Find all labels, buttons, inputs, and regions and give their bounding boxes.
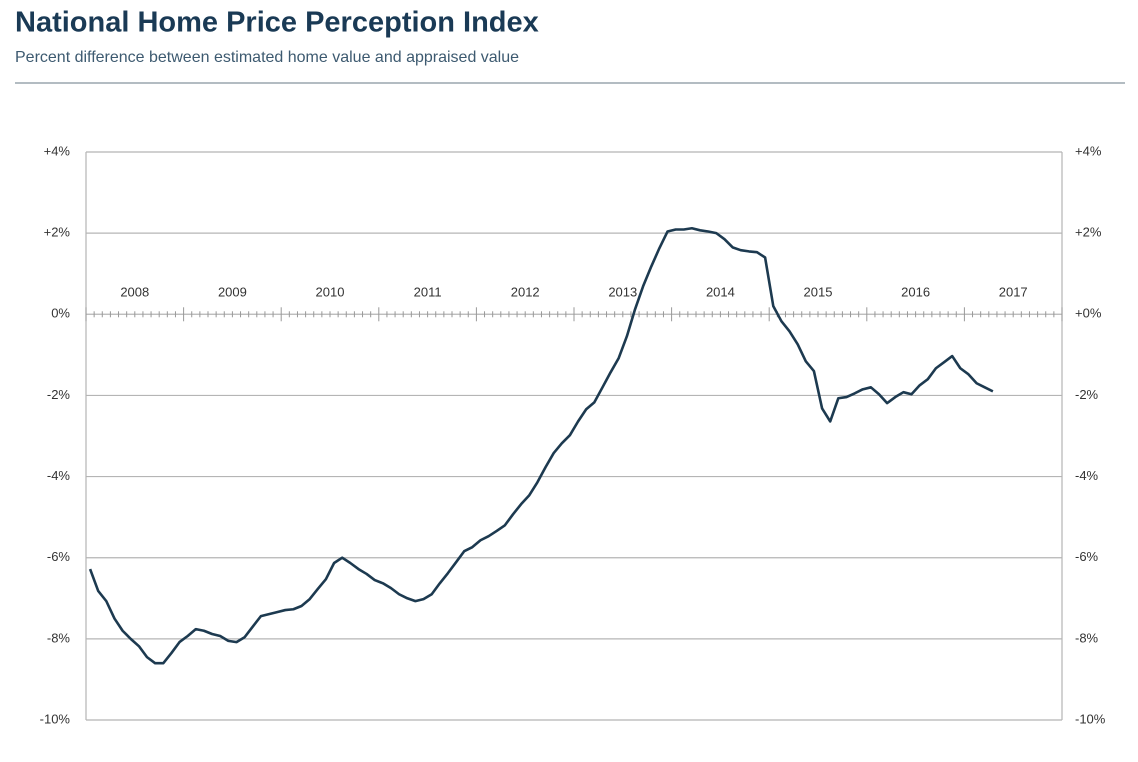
x-tick-label: 2008 xyxy=(120,284,149,299)
x-tick-label: 2013 xyxy=(608,284,637,299)
y-tick-label: -6% xyxy=(47,549,71,564)
y2-tick-label: +0% xyxy=(1075,306,1102,321)
x-tick-label: 2011 xyxy=(414,284,442,299)
y-tick-label: -4% xyxy=(47,468,71,483)
x-tick-label: 2012 xyxy=(511,284,540,299)
y-tick-label: -8% xyxy=(47,630,71,645)
y-tick-label: 0% xyxy=(51,306,70,321)
y-tick-label: +4% xyxy=(44,143,71,158)
y2-tick-label: -8% xyxy=(1075,630,1099,645)
y-tick-label: -10% xyxy=(40,711,71,726)
data-line xyxy=(88,226,994,665)
x-tick-label: 2010 xyxy=(316,284,345,299)
y2-tick-label: -6% xyxy=(1075,549,1099,564)
x-tick-label: 2016 xyxy=(901,284,930,299)
y2-tick-label: +4% xyxy=(1075,143,1102,158)
chart-subtitle: Percent difference between estimated hom… xyxy=(15,49,519,66)
x-tick-label: 2017 xyxy=(999,284,1028,299)
x-tick-label: 2014 xyxy=(706,284,735,299)
y2-tick-label: -2% xyxy=(1075,387,1099,402)
y-tick-label: -2% xyxy=(47,387,71,402)
x-tick-label: 2009 xyxy=(218,284,247,299)
y-tick-label: +2% xyxy=(44,225,71,240)
y2-tick-label: -10% xyxy=(1075,711,1106,726)
chart-title: National Home Price Perception Index xyxy=(15,7,539,39)
x-tick-label: 2015 xyxy=(804,284,833,299)
y2-tick-label: -4% xyxy=(1075,468,1099,483)
y2-tick-label: +2% xyxy=(1075,225,1102,240)
